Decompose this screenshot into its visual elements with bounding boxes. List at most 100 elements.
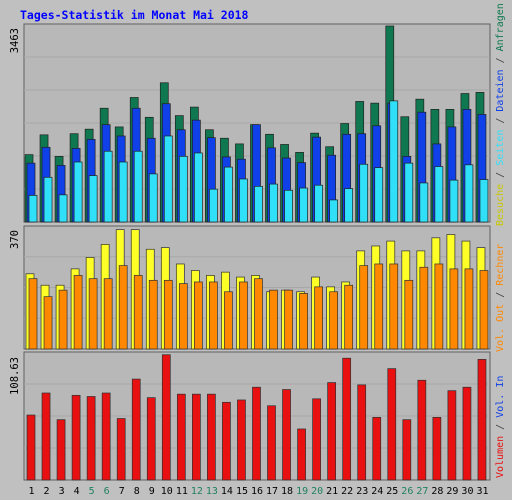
legend-separator: /	[495, 166, 506, 184]
x-tick-label-8: 8	[134, 486, 140, 497]
legend-bottom: Volumen / Vol. In	[495, 376, 506, 478]
x-tick-label-25: 25	[386, 486, 398, 497]
bar-volumen-11	[176, 393, 186, 481]
x-tick-label-2: 2	[44, 486, 50, 497]
bar-seiten-10	[163, 135, 173, 223]
bar-seiten-26	[404, 162, 414, 223]
bar-seiten-29	[449, 179, 459, 223]
bar-volumen-4	[71, 394, 81, 481]
bar-rechner-9	[148, 279, 158, 350]
x-tick-label-6: 6	[104, 486, 110, 497]
bar-seiten-28	[434, 166, 444, 223]
bar-rechner-27	[419, 266, 429, 350]
x-tick-label-4: 4	[74, 486, 80, 497]
bar-seiten-12	[194, 152, 203, 223]
x-tick-label-24: 24	[371, 486, 383, 497]
bar-rechner-23	[359, 265, 369, 350]
legend-item-volumen: Volumen	[495, 436, 506, 478]
x-tick-label-7: 7	[119, 486, 125, 497]
bar-volumen-31	[477, 359, 487, 481]
bar-rechner-22	[344, 284, 354, 350]
bar-volumen-28	[432, 417, 442, 481]
bar-volumen-2	[41, 392, 51, 481]
legend-item-dateien: Dateien	[495, 69, 506, 111]
bar-volumen-21	[327, 382, 336, 481]
bar-rechner-25	[389, 263, 399, 350]
bar-volumen-12	[192, 393, 201, 481]
bar-rechner-7	[118, 265, 128, 350]
x-tick-label-14: 14	[221, 486, 233, 497]
bar-rechner-18	[284, 289, 293, 350]
bar-rechner-5	[88, 278, 98, 350]
x-tick-label-31: 31	[476, 486, 488, 497]
bar-rechner-3	[58, 289, 68, 350]
bar-volumen-27	[417, 379, 427, 481]
page-title: Tages-Statistik im Monat Mai 2018	[20, 8, 249, 22]
bar-rechner-19	[299, 293, 308, 350]
bar-rechner-29	[449, 268, 459, 350]
bar-volumen-1	[26, 414, 36, 481]
x-tick-label-28: 28	[431, 486, 443, 497]
bar-seiten-21	[329, 199, 338, 223]
bar-seiten-11	[178, 155, 188, 223]
bar-seiten-18	[284, 189, 293, 223]
legend-separator: /	[495, 286, 506, 304]
legend-item-vol-out: Vol. Out	[495, 304, 506, 352]
bar-seiten-3	[58, 194, 68, 223]
bar-seiten-30	[464, 164, 474, 223]
bar-seiten-5	[88, 175, 98, 223]
bar-rechner-17	[269, 289, 278, 350]
bar-volumen-18	[282, 389, 291, 481]
bar-rechner-13	[209, 281, 218, 350]
bar-volumen-7	[116, 418, 126, 481]
x-tick-label-15: 15	[236, 486, 248, 497]
bar-volumen-22	[342, 357, 352, 481]
bar-rechner-2	[43, 296, 53, 350]
bar-volumen-19	[297, 428, 306, 481]
x-tick-label-20: 20	[311, 486, 323, 497]
x-tick-label-3: 3	[59, 486, 65, 497]
bar-seiten-24	[374, 167, 384, 223]
bar-seiten-8	[133, 150, 143, 223]
bar-rechner-31	[479, 270, 489, 350]
bar-rechner-16	[254, 278, 263, 350]
y-max-label-middle: 370	[9, 230, 21, 249]
bar-rechner-12	[194, 281, 203, 350]
bar-seiten-7	[118, 161, 128, 223]
bar-volumen-24	[372, 417, 382, 481]
y-max-label-top: 3463	[9, 28, 21, 53]
bar-rechner-4	[73, 275, 83, 350]
bar-volumen-15	[237, 399, 246, 481]
bar-seiten-23	[359, 163, 369, 223]
bar-rechner-15	[239, 281, 248, 350]
bar-rechner-10	[163, 279, 173, 350]
legend-item-besuche: Besuche	[495, 184, 506, 226]
bar-volumen-26	[402, 419, 412, 481]
bar-seiten-31	[479, 179, 489, 223]
bar-rechner-21	[329, 291, 338, 350]
x-tick-label-23: 23	[356, 486, 368, 497]
bar-rechner-20	[314, 286, 323, 350]
bar-volumen-25	[387, 368, 397, 481]
bar-rechner-6	[103, 278, 113, 350]
x-tick-label-17: 17	[266, 486, 278, 497]
bar-seiten-22	[344, 188, 354, 223]
x-tick-label-12: 12	[191, 486, 203, 497]
legend-item-seiten: Seiten	[495, 130, 506, 166]
bar-seiten-17	[269, 183, 278, 223]
bar-rechner-26	[404, 279, 414, 350]
bar-rechner-28	[434, 263, 444, 350]
x-tick-label-19: 19	[296, 486, 308, 497]
bar-rechner-8	[133, 275, 143, 350]
x-tick-label-29: 29	[446, 486, 458, 497]
legend-item-rechner: Rechner	[495, 244, 506, 286]
bar-seiten-20	[314, 184, 323, 223]
legend-separator: /	[495, 418, 506, 436]
bar-volumen-6	[101, 392, 111, 481]
bar-volumen-5	[86, 396, 96, 481]
bar-volumen-14	[222, 401, 231, 481]
legend-separator: /	[495, 51, 506, 69]
bar-volumen-13	[207, 393, 216, 481]
